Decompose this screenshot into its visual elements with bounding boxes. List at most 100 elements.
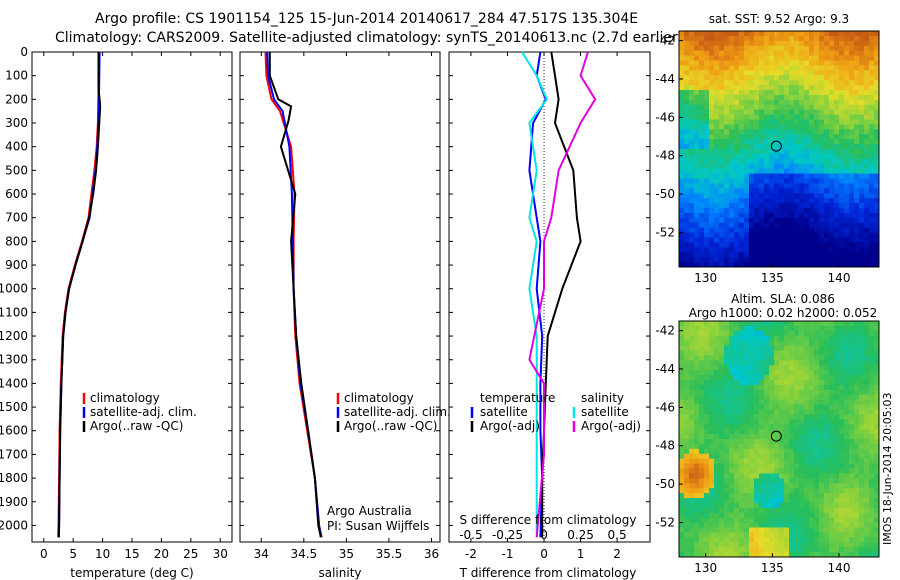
map-cell — [849, 532, 855, 538]
x-tick-label: 0 — [540, 547, 548, 561]
map-cell — [779, 55, 785, 61]
map-cell — [809, 404, 815, 410]
map-cell — [704, 85, 710, 91]
map-cell — [799, 453, 805, 460]
map-cell — [819, 45, 825, 52]
map-cell — [679, 35, 685, 42]
map-cell — [784, 35, 790, 42]
map-cell — [789, 458, 795, 464]
map-cell — [679, 414, 685, 420]
map-cell — [744, 404, 750, 410]
map-cell — [779, 394, 785, 401]
map-cell — [869, 144, 875, 150]
map-cell — [754, 198, 760, 204]
map-cell — [704, 247, 710, 253]
map-cell — [749, 355, 755, 361]
map-cell — [859, 350, 865, 356]
map-cell — [789, 404, 795, 410]
map-cell — [679, 360, 685, 366]
map-cell — [824, 158, 830, 165]
map-cell — [854, 547, 860, 553]
map-cell — [859, 257, 865, 263]
map-cell — [704, 350, 710, 356]
map-cell — [789, 139, 795, 145]
map-cell — [754, 375, 760, 381]
map-cell — [729, 340, 735, 346]
map-cell — [804, 247, 810, 253]
map-cell — [854, 453, 860, 460]
map-cell — [739, 512, 745, 519]
map-cell — [734, 429, 740, 435]
map-cell — [704, 90, 710, 96]
map-cell — [839, 134, 845, 140]
map-cell — [764, 94, 770, 101]
map-cell — [679, 65, 685, 71]
map-cell — [799, 198, 805, 204]
map-cell — [834, 439, 840, 445]
map-cell — [779, 252, 785, 258]
map-cell — [704, 507, 710, 514]
map-cell — [824, 463, 830, 469]
map-cell — [694, 31, 700, 37]
map-cell — [819, 144, 825, 150]
map-cell — [859, 483, 865, 489]
map-cell — [864, 124, 870, 130]
map-cell — [834, 399, 840, 405]
map-cell — [754, 370, 760, 376]
map-cell — [799, 350, 805, 356]
map-cell — [859, 119, 865, 125]
map-cell — [874, 45, 880, 52]
map-cell — [749, 119, 755, 125]
map-cell — [789, 242, 795, 248]
top-tick-label: 0.25 — [567, 528, 594, 542]
map-cell — [779, 512, 785, 519]
map-cell — [814, 158, 820, 165]
map-cell — [809, 163, 815, 170]
map-cell — [684, 35, 690, 42]
map-cell — [834, 70, 840, 76]
map-cell — [699, 178, 705, 184]
x-tick-label: 2 — [613, 547, 621, 561]
map-cell — [714, 203, 720, 209]
map-cell — [704, 468, 710, 474]
map-cell — [704, 463, 710, 469]
map-cell — [739, 463, 745, 469]
map-cell — [839, 119, 845, 125]
map-cell — [729, 512, 735, 519]
map-cell — [804, 522, 810, 528]
map-cell — [839, 158, 845, 165]
map-cell — [734, 330, 740, 337]
map-cell — [864, 109, 870, 115]
map-cell — [744, 498, 750, 504]
map-cell — [759, 134, 765, 140]
map-cell — [694, 212, 700, 219]
map-cell — [729, 532, 735, 538]
map-cell — [849, 198, 855, 204]
map-cell — [809, 45, 815, 52]
map-cell — [724, 85, 730, 91]
map-cell — [689, 163, 695, 170]
map-cell — [874, 109, 880, 115]
map-cell — [809, 537, 815, 543]
map-cell — [809, 55, 815, 61]
map-cell — [799, 542, 805, 548]
map-cell — [724, 99, 730, 106]
map-cell — [824, 335, 830, 342]
map-cell — [774, 547, 780, 553]
map-cell — [754, 380, 760, 386]
map-cell — [854, 90, 860, 96]
map-cell — [814, 517, 820, 523]
map-cell — [854, 109, 860, 115]
map-cell — [854, 158, 860, 165]
map-cell — [849, 507, 855, 514]
map-cell — [699, 222, 705, 229]
map-cell — [729, 173, 735, 179]
map-cell — [679, 429, 685, 435]
map-cell — [779, 85, 785, 91]
map-cell — [764, 129, 770, 135]
map-cell — [869, 114, 875, 120]
map-cell — [839, 439, 845, 445]
map-cell — [714, 193, 720, 199]
map-cell — [729, 139, 735, 145]
map-cell — [719, 419, 725, 425]
